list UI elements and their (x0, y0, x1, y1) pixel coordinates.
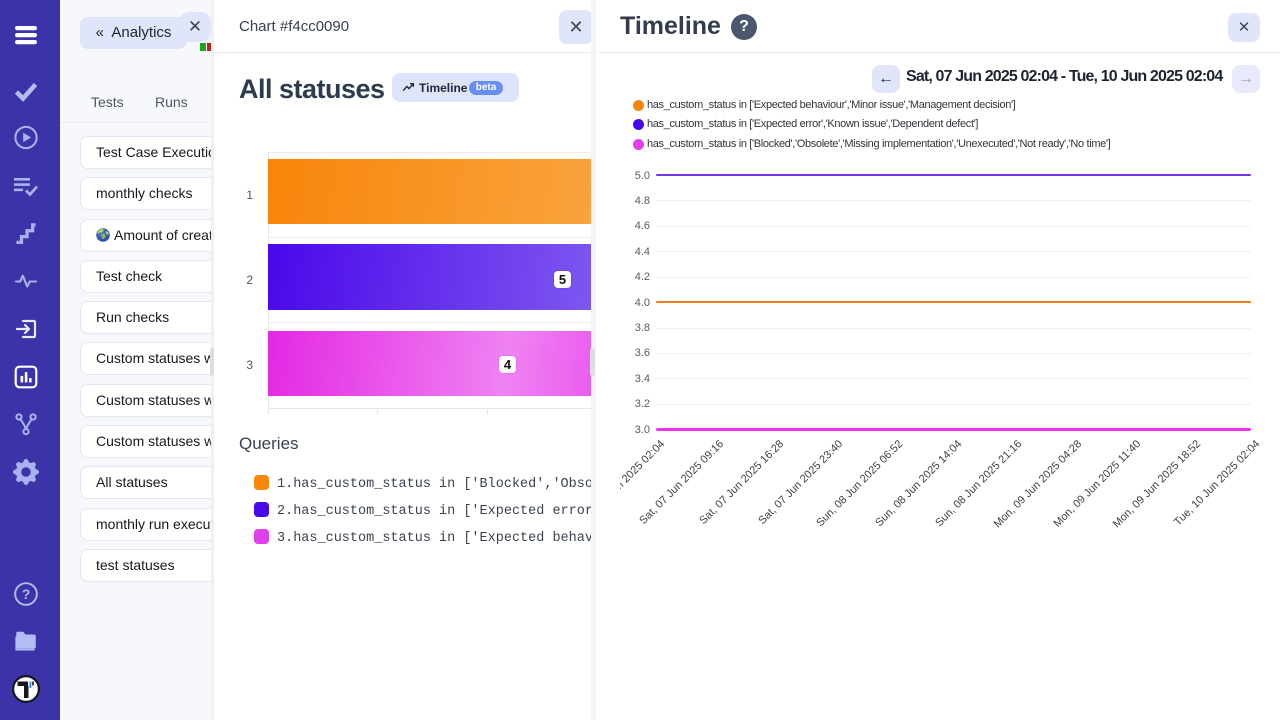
svg-text:?: ? (22, 586, 31, 602)
